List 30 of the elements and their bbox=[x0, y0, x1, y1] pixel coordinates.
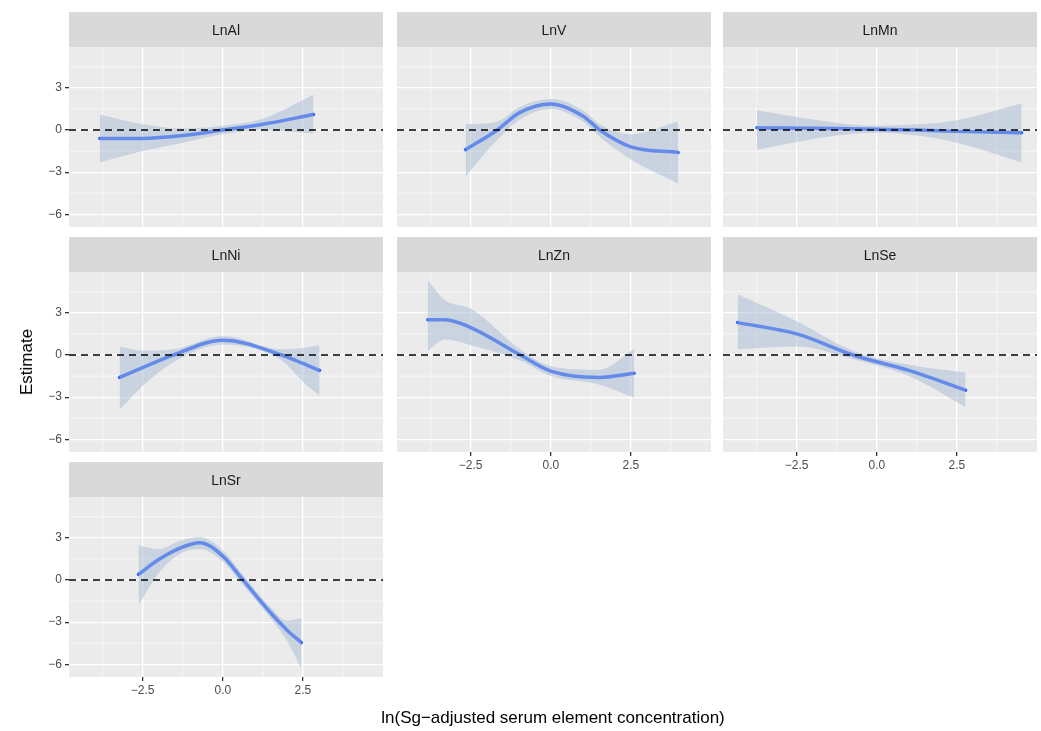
x-tick-label: 0.0 bbox=[214, 682, 232, 697]
y-tick-label: 0 bbox=[55, 347, 63, 362]
y-axis-title: Estimate bbox=[17, 328, 37, 396]
chart-title: LnSe bbox=[723, 237, 1037, 272]
x-tick-label: 2.5 bbox=[294, 682, 312, 697]
chart-title: LnZn bbox=[397, 237, 711, 272]
chart-title: LnMn bbox=[723, 12, 1037, 47]
x-axis-title: ln(Sg−adjusted serum element concentration) bbox=[381, 708, 725, 728]
y-tick-label: −6 bbox=[48, 206, 63, 221]
y-tick-label: 0 bbox=[55, 122, 63, 137]
y-tick-label: −3 bbox=[48, 164, 63, 179]
y-tick-label: −6 bbox=[48, 656, 63, 671]
x-tick-label: 0.0 bbox=[542, 457, 560, 472]
x-tick-label: 2.5 bbox=[622, 457, 640, 472]
chart-title: LnNi bbox=[69, 237, 383, 272]
y-tick-label: 3 bbox=[55, 80, 63, 95]
y-tick-label: 0 bbox=[55, 572, 63, 587]
chart-title: LnAl bbox=[69, 12, 383, 47]
x-tick-label: 0.0 bbox=[868, 457, 886, 472]
x-tick-label: −2.5 bbox=[784, 457, 809, 472]
chart-title: LnV bbox=[397, 12, 711, 47]
y-tick-label: −3 bbox=[48, 614, 63, 629]
y-tick-label: 3 bbox=[55, 530, 63, 545]
x-tick-label: 2.5 bbox=[948, 457, 966, 472]
y-tick-label: 3 bbox=[55, 305, 63, 320]
x-tick-label: −2.5 bbox=[130, 682, 155, 697]
chart-title: LnSr bbox=[69, 462, 383, 497]
y-tick-label: −6 bbox=[48, 431, 63, 446]
y-tick-label: −3 bbox=[48, 389, 63, 404]
x-tick-label: −2.5 bbox=[458, 457, 483, 472]
